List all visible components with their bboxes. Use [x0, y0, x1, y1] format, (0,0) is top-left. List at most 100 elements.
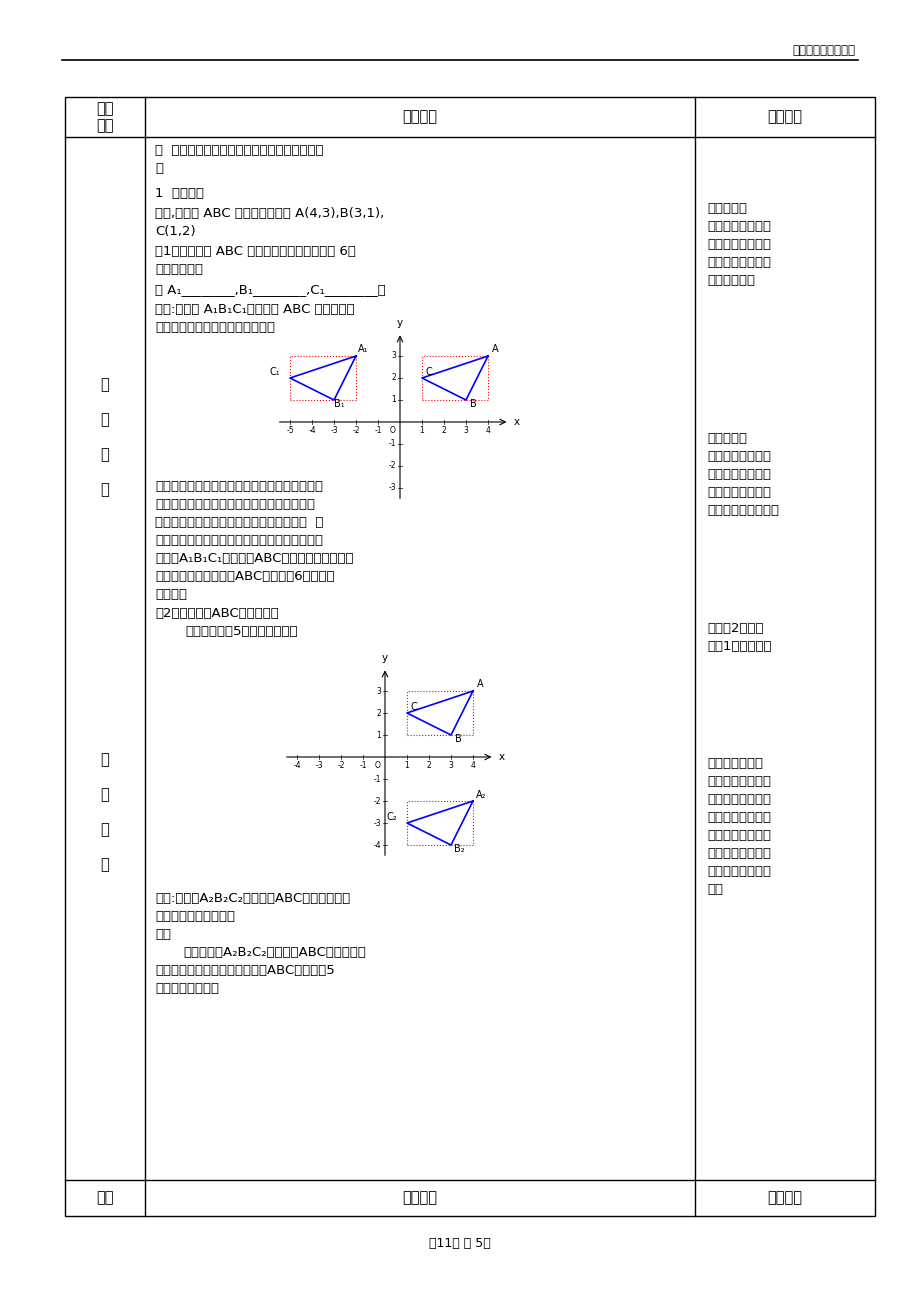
Text: x: x — [513, 417, 519, 427]
Text: 学生掌握点: 学生掌握点 — [706, 202, 746, 215]
Text: 逐渐联想到用坐标: 逐渐联想到用坐标 — [706, 775, 770, 788]
Text: 3: 3 — [463, 426, 468, 435]
Text: 的平移与其坐标的: 的平移与其坐标的 — [706, 220, 770, 233]
Text: 1  例题探索: 1 例题探索 — [154, 187, 204, 201]
Text: 识。: 识。 — [706, 883, 722, 896]
Text: 系: 系 — [154, 161, 163, 174]
Text: 个单位长度得到。: 个单位长度得到。 — [154, 982, 219, 995]
Text: y: y — [396, 319, 403, 328]
Text: 的平移上来。: 的平移上来。 — [706, 273, 754, 286]
Text: 如图,三角形 ABC 三个顶点的坐标 A(4,3),B(3,1),: 如图,三角形 ABC 三个顶点的坐标 A(4,3),B(3,1), — [154, 207, 384, 220]
Text: （1）将三角形 ABC 三个顶点的横坐标都减去 6，: （1）将三角形 ABC 三个顶点的横坐标都减去 6， — [154, 245, 356, 258]
Text: 2: 2 — [391, 374, 395, 383]
Text: y: y — [381, 654, 388, 664]
Text: B: B — [455, 734, 461, 743]
Text: 度得到。: 度得到。 — [154, 589, 187, 602]
Text: -3: -3 — [388, 483, 395, 492]
Text: 表示图形平移时，: 表示图形平移时， — [706, 793, 770, 806]
Text: 猜想:三角形 A₁B₁C₁与三角形 ABC 的大小、形: 猜想:三角形 A₁B₁C₁与三角形 ABC 的大小、形 — [154, 303, 354, 316]
Text: 平移是建立在点平: 平移是建立在点平 — [706, 450, 770, 464]
Text: -2: -2 — [352, 426, 359, 435]
Text: -2: -2 — [373, 797, 380, 806]
Text: C: C — [411, 702, 417, 712]
Text: （2）将三角形ABC三个顶点的: （2）将三角形ABC三个顶点的 — [154, 607, 278, 620]
Text: 教学内容: 教学内容 — [403, 1190, 437, 1206]
Text: O: O — [375, 760, 380, 769]
Text: 纵坐标都减去5，横坐标不变，: 纵坐标都减去5，横坐标不变， — [185, 625, 297, 638]
Text: 设计意图: 设计意图 — [766, 109, 801, 125]
Text: C₁: C₁ — [269, 367, 280, 378]
Text: 学生自主探索完成。: 学生自主探索完成。 — [706, 504, 778, 517]
Text: 在练习中，学生: 在练习中，学生 — [706, 756, 762, 769]
Text: 教学内容: 教学内容 — [403, 109, 437, 125]
Text: -1: -1 — [374, 426, 381, 435]
Text: 纵坐标不变，: 纵坐标不变， — [154, 263, 203, 276]
Text: 1: 1 — [404, 760, 409, 769]
Text: 解：（联系前面所学知识，可知平面直角坐标系: 解：（联系前面所学知识，可知平面直角坐标系 — [154, 480, 323, 493]
Text: 同，可以看作将三角形ABC向左平移6个单位长: 同，可以看作将三角形ABC向左平移6个单位长 — [154, 570, 335, 583]
Text: 点间相互联系的认: 点间相互联系的认 — [706, 865, 770, 878]
Text: B₂: B₂ — [453, 844, 464, 854]
Text: 为图形的平移是以点的平移为基础的，因此所得: 为图形的平移是以点的平移为基础的，因此所得 — [154, 534, 323, 547]
Text: 1: 1 — [376, 730, 380, 740]
Text: 2: 2 — [426, 760, 431, 769]
Text: 二  探索图形上点的坐标变化与图形平移间的关: 二 探索图形上点的坐标变化与图形平移间的关 — [154, 145, 323, 158]
Text: 用坐标表示平移教案: 用坐标表示平移教案 — [791, 44, 854, 57]
Text: 4: 4 — [485, 426, 490, 435]
Text: 问题（2）是问: 问题（2）是问 — [706, 622, 763, 635]
Text: 探

究

发

现: 探 究 发 现 — [100, 753, 109, 872]
Text: -1: -1 — [358, 760, 367, 769]
Text: 所得三角形A₂B₂C₂与三角形ABC的大小、形: 所得三角形A₂B₂C₂与三角形ABC的大小、形 — [183, 947, 366, 960]
Text: 1: 1 — [391, 396, 395, 405]
Text: 点的平移来解决，: 点的平移来解决， — [706, 829, 770, 842]
Text: 有 A₁________,B₁________,C₁________。: 有 A₁________,B₁________,C₁________。 — [154, 283, 385, 296]
Text: 共11页 第 5页: 共11页 第 5页 — [428, 1237, 491, 1250]
Text: B₁: B₁ — [334, 398, 345, 409]
Text: 状完全相同，可以看作将三角形ABC向下平移5: 状完全相同，可以看作将三角形ABC向下平移5 — [154, 963, 335, 976]
Text: 识迁移到几何图形: 识迁移到几何图形 — [706, 256, 770, 270]
Text: 猜想:三角形A₂B₂C₂与三角形ABC的大小、形状: 猜想:三角形A₂B₂C₂与三角形ABC的大小、形状 — [154, 892, 350, 905]
Bar — [65, 98, 874, 1216]
Text: 3: 3 — [448, 760, 453, 769]
Text: 往往通过某些特殊: 往往通过某些特殊 — [706, 811, 770, 824]
Text: -2: -2 — [337, 760, 345, 769]
Text: 移的基础上的，因: 移的基础上的，因 — [706, 467, 770, 480]
Text: -1: -1 — [373, 775, 380, 784]
Text: 变化关系后，将知: 变化关系后，将知 — [706, 238, 770, 251]
Text: A: A — [476, 680, 483, 689]
Text: 1: 1 — [419, 426, 424, 435]
Text: -5: -5 — [286, 426, 293, 435]
Text: B: B — [470, 398, 476, 409]
Text: 加强了学生对知识: 加强了学生对知识 — [706, 848, 770, 861]
Text: -4: -4 — [293, 760, 301, 769]
Text: -3: -3 — [373, 819, 380, 828]
Text: C(1,2): C(1,2) — [154, 225, 196, 238]
Text: 状和位置上有什么关系，为什么？: 状和位置上有什么关系，为什么？ — [154, 322, 275, 335]
Text: A₂: A₂ — [475, 790, 486, 799]
Text: 3: 3 — [376, 686, 380, 695]
Text: -2: -2 — [388, 461, 395, 470]
Text: 设计意图: 设计意图 — [766, 1190, 801, 1206]
Text: 3: 3 — [391, 352, 395, 361]
Text: 此这一知识点可由: 此这一知识点可由 — [706, 486, 770, 499]
Text: 2: 2 — [441, 426, 446, 435]
Text: -4: -4 — [373, 841, 380, 849]
Text: 2: 2 — [376, 708, 380, 717]
Text: -3: -3 — [330, 426, 337, 435]
Text: 中图形的平移也可先通过平移图形上某些特殊: 中图形的平移也可先通过平移图形上某些特殊 — [154, 497, 314, 510]
Text: 和位置上有什么关系？: 和位置上有什么关系？ — [154, 910, 234, 923]
Text: 题（1）的变式。: 题（1）的变式。 — [706, 641, 771, 654]
Text: C: C — [425, 367, 432, 378]
Text: O: O — [390, 426, 395, 435]
Text: x: x — [498, 753, 504, 762]
Text: 4: 4 — [470, 760, 475, 769]
Text: -1: -1 — [388, 440, 395, 448]
Text: 三角形A₁B₁C₁与三角形ABC的大小、形状完全相: 三角形A₁B₁C₁与三角形ABC的大小、形状完全相 — [154, 552, 353, 565]
Text: -3: -3 — [315, 760, 323, 769]
Text: 合

作

交

流: 合 作 交 流 — [100, 378, 109, 496]
Text: -4: -4 — [308, 426, 315, 435]
Text: 教学: 教学 — [96, 1190, 114, 1206]
Bar — [283, 672, 490, 858]
Bar — [277, 336, 505, 501]
Text: 解：: 解： — [154, 928, 171, 941]
